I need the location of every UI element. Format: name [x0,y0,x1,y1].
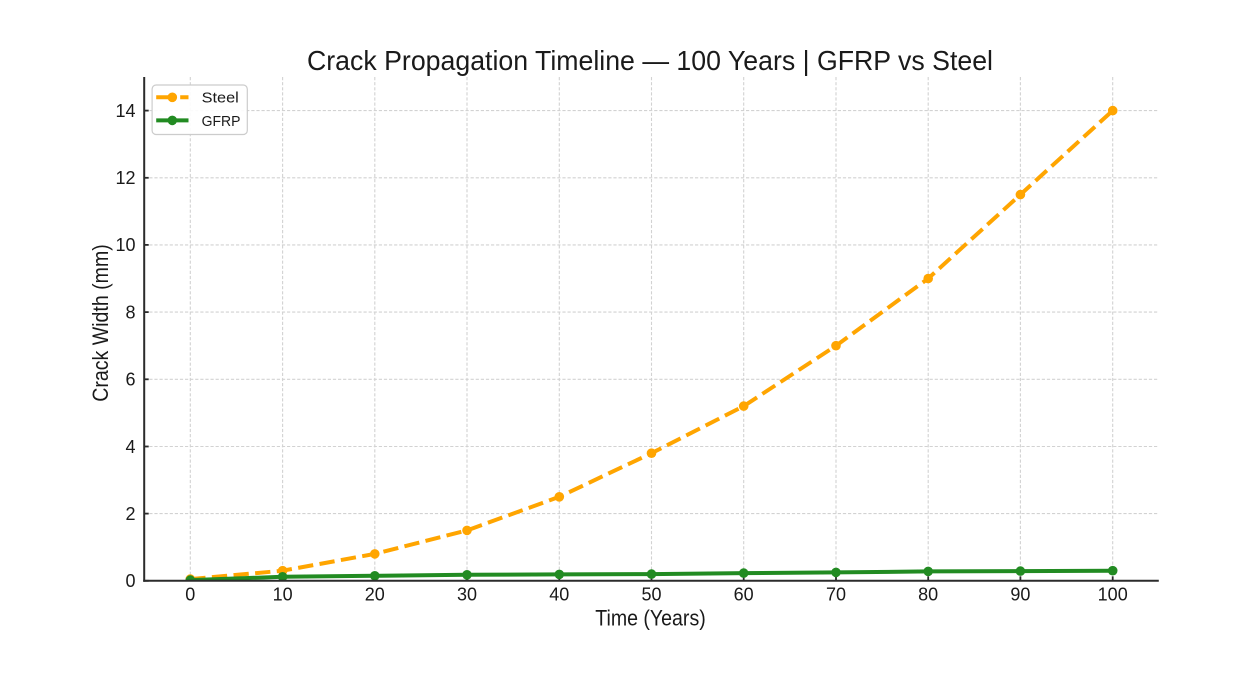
svg-text:40: 40 [549,585,569,605]
svg-text:90: 90 [1010,585,1030,605]
svg-text:80: 80 [918,585,938,605]
svg-text:50: 50 [641,585,661,605]
svg-text:60: 60 [734,585,754,605]
svg-text:30: 30 [457,585,477,605]
svg-text:Time (Years): Time (Years) [595,606,706,631]
svg-text:4: 4 [125,437,135,457]
svg-text:0: 0 [185,585,195,605]
svg-text:12: 12 [115,168,135,188]
svg-text:Crack Width (mm): Crack Width (mm) [88,244,113,402]
svg-text:8: 8 [125,302,135,322]
svg-text:GFRP: GFRP [202,114,241,130]
svg-text:20: 20 [365,585,385,605]
svg-text:10: 10 [115,235,135,255]
svg-text:6: 6 [125,370,135,390]
svg-text:Steel: Steel [202,91,239,107]
svg-text:Crack Propagation Timeline — 1: Crack Propagation Timeline — 100 Years |… [307,45,993,76]
svg-text:70: 70 [826,585,846,605]
svg-text:0: 0 [125,571,135,591]
svg-text:10: 10 [273,585,293,605]
svg-text:100: 100 [1098,585,1128,605]
svg-text:2: 2 [125,504,135,524]
svg-text:14: 14 [115,101,135,121]
